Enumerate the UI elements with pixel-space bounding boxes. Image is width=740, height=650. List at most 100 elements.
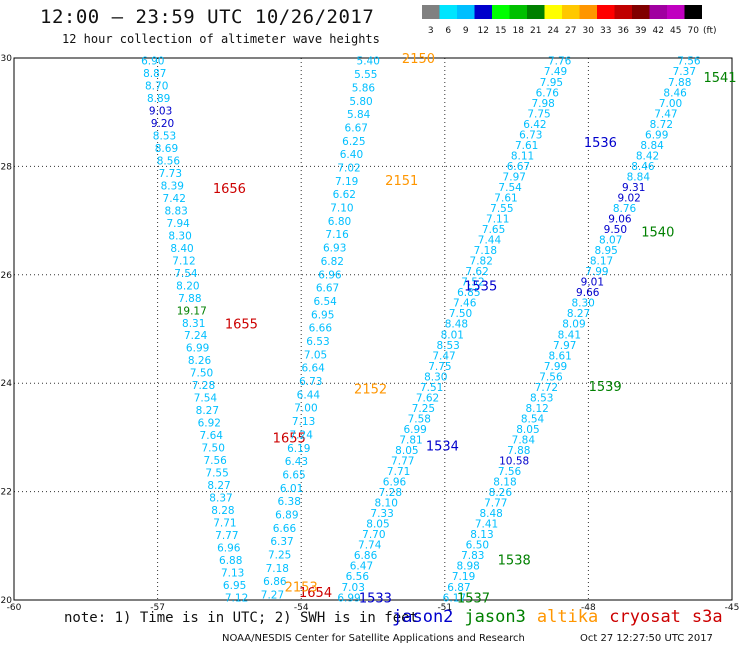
y-tick-label: 24 bbox=[1, 379, 13, 389]
wave-height-value: 6.99 bbox=[645, 129, 668, 141]
wave-height-value: 7.88 bbox=[178, 293, 201, 305]
wave-height-value: 6.92 bbox=[198, 418, 221, 430]
color-scale-label: 36 bbox=[618, 26, 630, 36]
wave-height-value: 6.89 bbox=[275, 509, 298, 521]
pass-time-label: 1538 bbox=[498, 553, 531, 568]
wave-height-value: 6.19 bbox=[287, 443, 310, 455]
pass-time-label: 1540 bbox=[641, 225, 674, 240]
wave-height-value: 7.54 bbox=[194, 393, 218, 405]
wave-height-value: 6.82 bbox=[321, 256, 344, 268]
wave-height-value: 6.64 bbox=[301, 363, 325, 375]
wave-height-value: 8.41 bbox=[558, 329, 581, 341]
wave-height-value: 6.66 bbox=[309, 323, 333, 335]
wave-height-value: 6.54 bbox=[313, 296, 337, 308]
wave-height-value: 7.46 bbox=[453, 298, 477, 310]
wave-height-value: 8.31 bbox=[182, 318, 205, 330]
color-scale-swatch bbox=[614, 5, 632, 19]
wave-height-value: 7.56 bbox=[498, 466, 522, 478]
wave-height-value: 8.01 bbox=[441, 329, 464, 341]
wave-height-value: 7.03 bbox=[342, 582, 365, 594]
color-scale-label: 27 bbox=[565, 26, 576, 36]
pass-time-label: 1536 bbox=[584, 136, 617, 151]
wave-height-value: 7.73 bbox=[159, 168, 182, 180]
wave-height-value: 7.88 bbox=[668, 77, 691, 89]
wave-height-value: 6.38 bbox=[278, 496, 301, 508]
wave-height-value: 8.09 bbox=[562, 319, 585, 331]
color-scale-label: 24 bbox=[548, 26, 560, 36]
wave-height-value: 8.83 bbox=[164, 205, 187, 217]
footer-timestamp: Oct 27 12:27:50 UTC 2017 bbox=[580, 633, 713, 644]
x-tick-label: -51 bbox=[437, 603, 452, 613]
wave-height-value: 8.70 bbox=[145, 81, 168, 93]
wave-height-value: 7.64 bbox=[200, 430, 224, 442]
wave-height-value: 8.17 bbox=[590, 256, 613, 268]
wave-height-value: 7.27 bbox=[261, 590, 284, 602]
wave-height-value: 7.18 bbox=[266, 563, 289, 575]
color-scale-label: 39 bbox=[635, 26, 647, 36]
wave-height-value: 6.66 bbox=[273, 523, 297, 535]
wave-height-value: 7.74 bbox=[358, 540, 382, 552]
wave-height-value: 8.26 bbox=[188, 355, 212, 367]
wave-height-value: 7.84 bbox=[512, 434, 536, 446]
color-scale-swatch bbox=[649, 5, 667, 19]
legend-entry-s3a: s3a bbox=[691, 607, 723, 627]
wave-height-value: 7.18 bbox=[474, 245, 497, 257]
wave-height-value: 6.62 bbox=[333, 189, 356, 201]
wave-height-value: 7.99 bbox=[544, 361, 567, 373]
wave-height-value: 7.10 bbox=[330, 203, 353, 215]
wave-height-value: 7.28 bbox=[379, 487, 402, 499]
wave-height-value: 6.65 bbox=[282, 469, 305, 481]
wave-height-value: 7.56 bbox=[203, 455, 227, 467]
color-scale-label: 18 bbox=[513, 26, 525, 36]
wave-height-value: 7.50 bbox=[190, 368, 213, 380]
wave-height-value: 7.19 bbox=[335, 176, 358, 188]
wave-height-value: 9.06 bbox=[608, 214, 632, 226]
wave-height-value: 7.00 bbox=[294, 403, 317, 415]
wave-height-value: 8.30 bbox=[168, 230, 191, 242]
wave-height-value: 7.50 bbox=[202, 443, 225, 455]
wave-height-value: 6.53 bbox=[306, 336, 329, 348]
wave-height-value: 8.84 bbox=[640, 140, 664, 152]
wave-height-value: 7.97 bbox=[503, 171, 526, 183]
wave-height-value: 7.77 bbox=[215, 530, 238, 542]
pass-time-label: 2153 bbox=[285, 580, 318, 595]
wave-height-value: 7.13 bbox=[221, 567, 244, 579]
wave-height-value: 5.40 bbox=[357, 56, 380, 68]
wave-height-value: 8.56 bbox=[157, 156, 181, 168]
wave-height-value: 6.95 bbox=[223, 580, 246, 592]
legend-entry-cryosat: cryosat bbox=[609, 607, 681, 627]
x-tick-label: -57 bbox=[150, 603, 165, 613]
wave-height-value: 8.37 bbox=[209, 492, 232, 504]
color-scale-swatch bbox=[632, 5, 650, 19]
wave-height-value: 7.13 bbox=[292, 416, 315, 428]
wave-height-value: 8.05 bbox=[516, 424, 539, 436]
wave-height-value: 7.33 bbox=[370, 508, 393, 520]
wave-height-value: 8.69 bbox=[155, 143, 178, 155]
wave-height-value: 7.61 bbox=[515, 140, 538, 152]
wave-height-value: 6.44 bbox=[297, 389, 321, 401]
x-tick-label: -48 bbox=[581, 603, 596, 613]
wave-height-value: 7.25 bbox=[268, 550, 291, 562]
wave-height-value: 7.05 bbox=[304, 349, 327, 361]
y-tick-label: 26 bbox=[1, 271, 13, 281]
wave-height-value: 7.75 bbox=[428, 361, 451, 373]
wave-height-value: 7.97 bbox=[553, 340, 576, 352]
pass-time-label: 1655 bbox=[225, 318, 258, 333]
wave-height-value: 8.53 bbox=[153, 131, 176, 143]
pass-time-label: 1533 bbox=[359, 591, 392, 606]
wave-height-value: 7.65 bbox=[482, 224, 505, 236]
color-scale-label: 9 bbox=[463, 26, 469, 36]
color-scale-label: 21 bbox=[530, 26, 541, 36]
color-scale-unit: (ft) bbox=[703, 26, 717, 36]
wave-height-value: 8.76 bbox=[613, 203, 637, 215]
wave-height-value: 8.40 bbox=[170, 243, 193, 255]
wave-height-value: 6.37 bbox=[270, 536, 293, 548]
wave-height-value: 8.30 bbox=[424, 371, 447, 383]
wave-height-value: 6.90 bbox=[141, 56, 164, 68]
satellite-legend: jason2 jason3 altika cryosat s3a bbox=[392, 607, 734, 627]
wave-height-value: 7.72 bbox=[535, 382, 558, 394]
wave-height-value: 6.93 bbox=[323, 243, 346, 255]
wave-height-value: 7.94 bbox=[166, 218, 190, 230]
wave-height-value: 7.47 bbox=[432, 350, 455, 362]
